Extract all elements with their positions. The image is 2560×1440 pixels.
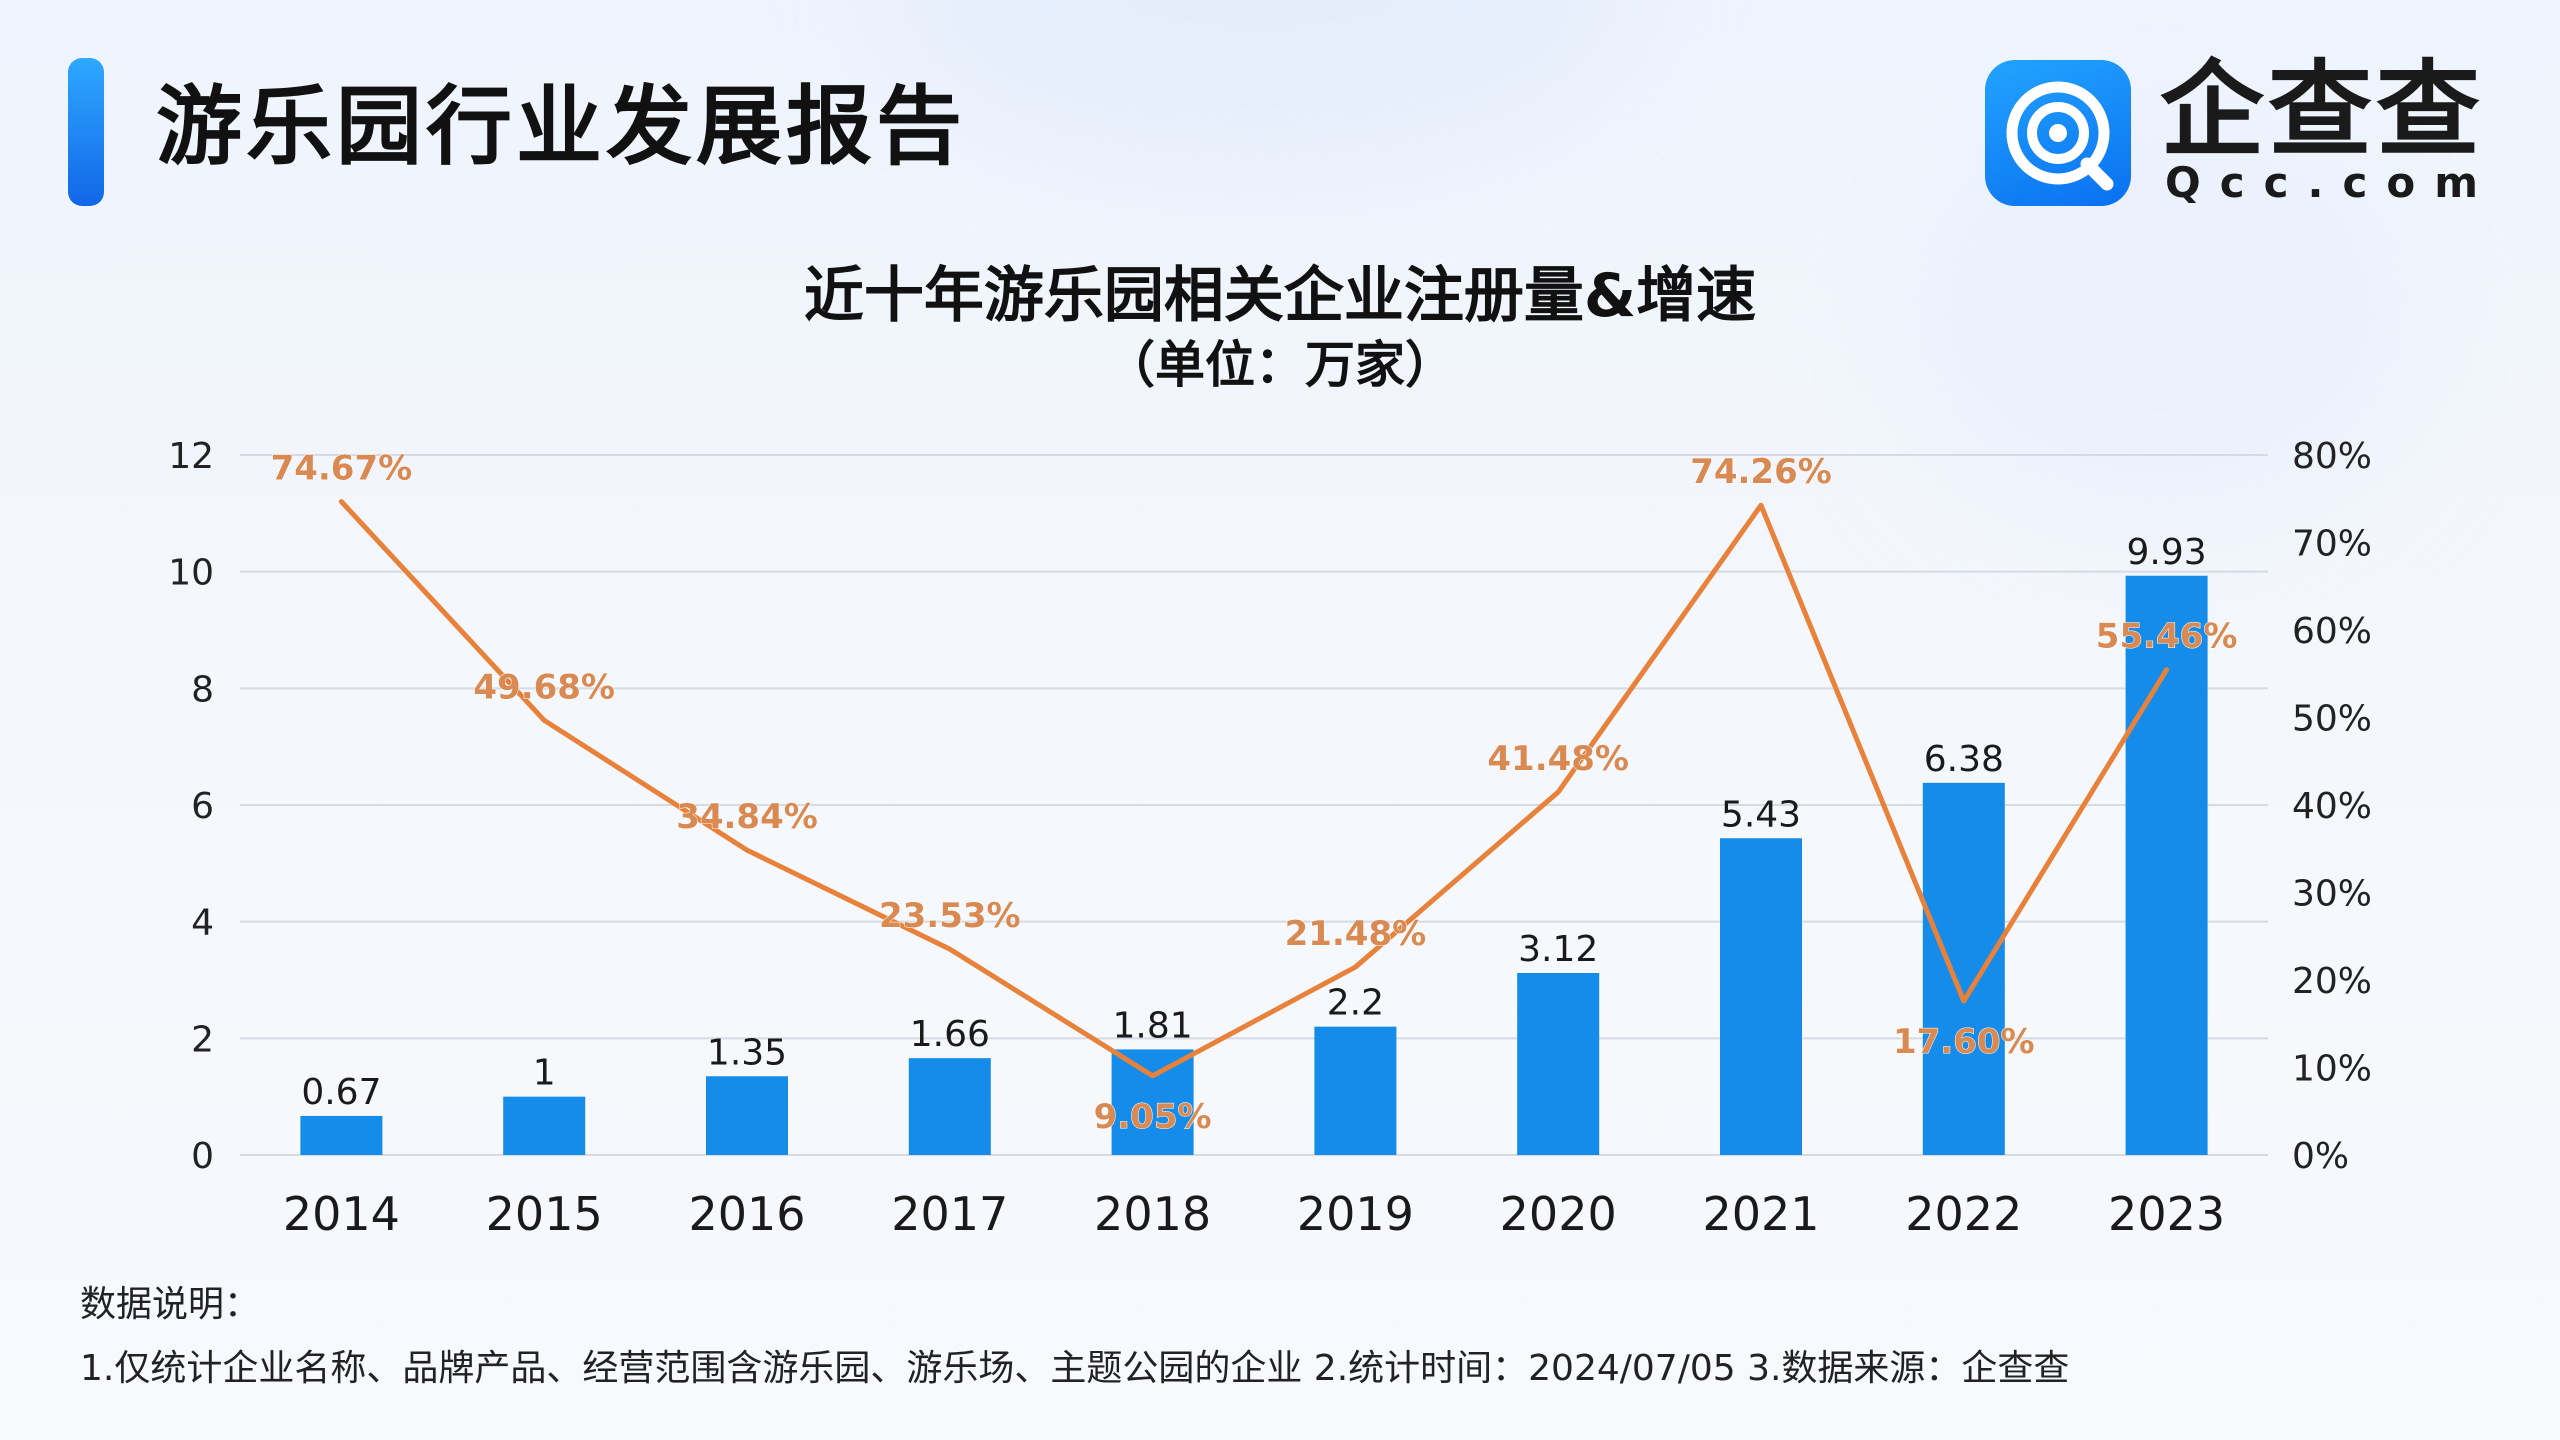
growth-line	[338, 499, 2170, 1079]
notes-heading: 数据说明：	[80, 1284, 261, 1325]
y-left-tick-label: 10	[168, 553, 214, 594]
y-left-tick-label: 6	[191, 786, 214, 827]
line-value-label: 23.53%	[879, 896, 1021, 936]
title-accent-bar	[68, 58, 104, 206]
report-title: 游乐园行业发展报告	[156, 77, 966, 177]
x-tick-label: 2018	[1094, 1187, 1211, 1241]
x-tick-label: 2023	[2108, 1187, 2225, 1241]
bar-value-label: 6.38	[1924, 739, 2004, 780]
y-right-tick-label: 70%	[2292, 524, 2372, 565]
bar-value-label: 3.12	[1518, 929, 1598, 970]
bar	[300, 1115, 383, 1155]
x-tick-label: 2016	[688, 1187, 805, 1241]
line-value-label: 74.67%	[271, 449, 413, 489]
y-left-tick-label: 4	[191, 903, 214, 944]
x-tick-label: 2019	[1297, 1187, 1414, 1241]
x-tick-label: 2021	[1702, 1187, 1819, 1241]
bar	[1922, 782, 2005, 1155]
background-glow	[1900, 120, 2420, 540]
line-value-label: 55.46%	[2096, 617, 2238, 657]
chart-subtitle: （单位：万家）	[1105, 336, 1455, 394]
x-tick-label: 2017	[891, 1187, 1008, 1241]
x-tick-label: 2015	[486, 1187, 603, 1241]
x-tick-label: 2022	[1905, 1187, 2022, 1241]
bar	[503, 1096, 586, 1155]
y-right-tick-label: 80%	[2292, 436, 2372, 477]
qcc-logo: 企查查 Qcc.com	[1985, 50, 2480, 208]
bar-value-label: 2.2	[1327, 983, 1384, 1024]
x-tick-label: 2020	[1500, 1187, 1617, 1241]
bar-value-label: 0.67	[301, 1072, 381, 1113]
bar	[706, 1076, 788, 1155]
line-value-label: 17.60%	[1893, 1022, 2035, 1062]
y-right-tick-label: 50%	[2292, 699, 2372, 740]
chart-title: 近十年游乐园相关企业注册量&增速	[803, 261, 1757, 331]
bar	[1720, 838, 1802, 1155]
y-right-tick-label: 40%	[2292, 786, 2372, 827]
y-right-tick-label: 20%	[2292, 961, 2372, 1002]
y-right-tick-label: 30%	[2292, 874, 2372, 915]
notes-text: 1.仅统计企业名称、品牌产品、经营范围含游乐园、游乐场、主题公园的企业 2.统计…	[80, 1348, 2070, 1389]
y-right-tick-label: 10%	[2292, 1049, 2372, 1090]
bar-value-label: 1.35	[707, 1032, 787, 1073]
line-value-label: 49.68%	[473, 667, 615, 707]
line-value-label: 34.84%	[676, 797, 818, 837]
bar-value-label: 5.43	[1721, 794, 1801, 835]
bar	[1517, 973, 1600, 1155]
line-value-label: 9.05%	[1094, 1097, 1212, 1137]
bar	[1314, 1026, 1397, 1155]
bar-value-label: 9.93	[2127, 532, 2207, 573]
y-left-tick-label: 8	[191, 669, 214, 710]
y-left-tick-label: 2	[191, 1019, 214, 1060]
line-value-label: 74.26%	[1690, 452, 1832, 492]
bar-value-label: 1.81	[1113, 1005, 1193, 1046]
x-tick-label: 2014	[283, 1187, 400, 1241]
y-right-tick-label: 0%	[2292, 1136, 2349, 1177]
bar	[908, 1058, 991, 1155]
bar	[2125, 575, 2208, 1155]
y-left-tick-label: 12	[168, 436, 214, 477]
line-value-label: 21.48%	[1285, 914, 1427, 954]
y-left-tick-label: 0	[191, 1136, 214, 1177]
logo-domain: Qcc.com	[2165, 158, 2497, 207]
bar-value-label: 1.66	[910, 1014, 990, 1055]
line-value-label: 41.48%	[1487, 739, 1629, 779]
y-right-tick-label: 60%	[2292, 611, 2372, 652]
bar-value-label: 1	[533, 1053, 556, 1094]
qcc-logo-icon	[1985, 60, 2131, 206]
bar	[1111, 1049, 1194, 1155]
logo-name: 企查查	[2160, 49, 2485, 171]
